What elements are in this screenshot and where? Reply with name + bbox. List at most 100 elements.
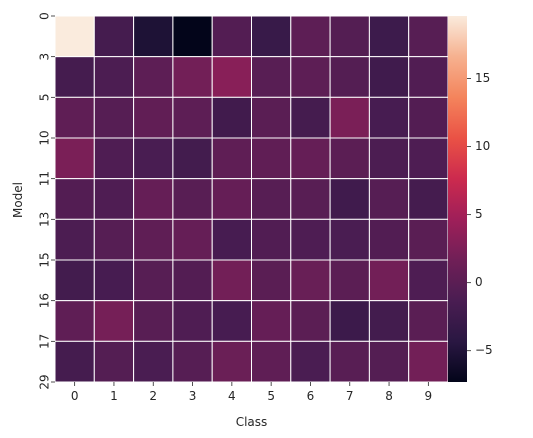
heatmap-cell [408,96,449,139]
heatmap-cell [211,137,252,180]
x-tick-label: 9 [425,389,433,403]
heatmap-cell [368,300,410,342]
colorbar-tick-label: 15 [475,71,490,85]
x-tick-label: 7 [346,389,354,403]
heatmap-cell [93,96,135,139]
x-tick-label: 3 [189,389,197,403]
heatmap-cell [133,56,174,98]
heatmap-cell [251,218,292,261]
heatmap-cell [408,300,449,342]
heatmap-cell [211,340,252,383]
heatmap-cell [54,178,95,220]
heatmap-cell [172,218,213,261]
heatmap-cell [211,56,252,98]
heatmap-cell [93,56,135,98]
heatmap-cell [368,259,410,302]
x-tick-label: 1 [110,389,118,403]
heatmap-cell [329,15,370,58]
colorbar-tick-label: −5 [475,343,493,357]
heatmap-cell [251,178,292,220]
colorbar-tick-label: 10 [475,139,490,153]
heatmap-cell [133,178,174,220]
heatmap-cell [93,340,135,383]
heatmap-cell [408,15,449,58]
heatmap-cell [408,137,449,180]
colorbar [448,16,467,382]
heatmap-cell [329,56,370,98]
heatmap-cell [54,218,95,261]
heatmap-cell [133,137,174,180]
heatmap-cell [290,56,331,98]
heatmap-cells [54,15,449,383]
heatmap-cell [133,15,174,58]
heatmap-cell [251,259,292,302]
heatmap-cell [290,259,331,302]
y-axis-ticks: 0 3 5 10 11 13 15 16 17 29 [38,12,55,390]
heatmap-cell [211,15,252,58]
heatmap-cell [133,96,174,139]
x-tick-label: 2 [149,389,157,403]
heatmap-cell [93,259,135,302]
y-tick-label: 17 [38,334,52,349]
heatmap-cell [290,340,331,383]
heatmap-cell [408,218,449,261]
heatmap-cell [54,137,95,180]
heatmap-cell [211,96,252,139]
heatmap-cell [251,340,292,383]
heatmap-cell [93,15,135,58]
heatmap-cell [172,259,213,302]
heatmap-cell [133,300,174,342]
heatmap-cell [93,218,135,261]
heatmap-cell [408,178,449,220]
heatmap-cell [172,96,213,139]
y-tick-label: 5 [38,94,52,102]
y-tick-label: 11 [38,171,52,186]
heatmap-cell [133,340,174,383]
x-tick-label: 6 [307,389,315,403]
heatmap-cell [329,178,370,220]
heatmap-cell [211,178,252,220]
heatmap-cell [251,137,292,180]
heatmap-cell [133,259,174,302]
heatmap-cell [251,15,292,58]
y-tick-label: 3 [38,53,52,61]
heatmap-cell [251,300,292,342]
heatmap-cell [172,56,213,98]
heatmap-cell [93,300,135,342]
heatmap-cell [211,300,252,342]
x-tick-label: 0 [71,389,79,403]
heatmap-cell [368,178,410,220]
heatmap-cell [290,137,331,180]
heatmap-cell [368,56,410,98]
heatmap-cell [290,15,331,58]
heatmap-cell [290,178,331,220]
y-tick-label: 29 [38,374,52,389]
heatmap-cell [251,96,292,139]
heatmap-cell [93,178,135,220]
x-axis-label: Class [236,415,268,429]
y-tick-label: 15 [38,252,52,267]
heatmap-cell [54,96,95,139]
heatmap-cell [408,259,449,302]
colorbar-tick-label: 0 [475,275,483,289]
heatmap-cell [329,300,370,342]
y-tick-label: 0 [38,12,52,20]
heatmap-cell [172,340,213,383]
heatmap-cell [329,137,370,180]
y-axis-label: Model [11,182,25,218]
heatmap-cell [408,340,449,383]
heatmap-cell [290,218,331,261]
colorbar-ticks: −5 0 5 10 15 [467,71,493,357]
heatmap-cell [211,218,252,261]
y-tick-label: 13 [38,212,52,227]
heatmap-cell [172,300,213,342]
heatmap-cell [368,96,410,139]
x-tick-label: 5 [267,389,275,403]
y-tick-label: 10 [38,130,52,145]
heatmap-cell [368,15,410,58]
heatmap-cell [408,56,449,98]
heatmap-cell [329,340,370,383]
heatmap-cell [54,340,95,383]
heatmap-cell [368,340,410,383]
